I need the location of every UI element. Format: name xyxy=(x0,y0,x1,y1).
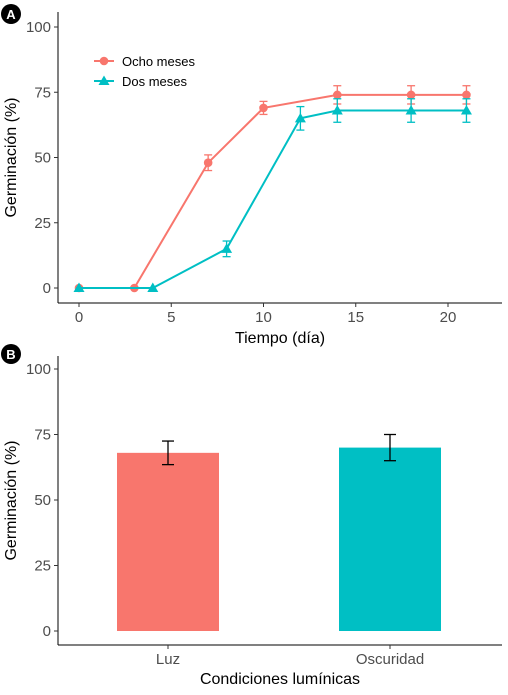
panel-a-point xyxy=(460,105,472,115)
panel-a-x-tick-label: 10 xyxy=(255,309,272,326)
panel-b-y-tick-label: 0 xyxy=(43,623,51,640)
legend-item-1: Ocho meses xyxy=(94,54,195,69)
legend-label: Ocho meses xyxy=(122,54,195,69)
panel-a: A 0 25 50 75 100 0 5 10 15 20 Ocho meses Dos mese… xyxy=(1,4,502,347)
panel-a-legend: Ocho meses Dos meses xyxy=(94,54,195,89)
panel-a-point xyxy=(73,282,85,292)
panel-a-series xyxy=(73,85,472,293)
panel-b-x-ticks: Luz Oscuridad xyxy=(156,645,424,668)
panel-b: B 0 25 50 75 100 Luz Oscuridad Condiciones lu… xyxy=(1,344,502,688)
legend-label: Dos meses xyxy=(122,74,188,89)
panel-a-point xyxy=(147,282,159,292)
panel-a-x-ticks: 0 5 10 15 20 xyxy=(75,303,457,326)
panel-a-series-line xyxy=(79,109,467,289)
panel-b-y-tick-label: 25 xyxy=(34,558,51,575)
panel-b-bar xyxy=(339,447,441,631)
legend-item-2: Dos meses xyxy=(94,74,188,89)
panel-b-badge xyxy=(1,344,21,364)
panel-b-x-tick-label: Oscuridad xyxy=(356,651,424,668)
panel-a-point xyxy=(221,243,233,253)
panel-a-y-ticks: 0 25 50 75 100 xyxy=(26,19,58,297)
panel-a-point xyxy=(203,158,213,168)
panel-b-y-tick-label: 75 xyxy=(34,427,51,444)
panel-a-x-tick-label: 0 xyxy=(75,309,83,326)
panel-a-letter: A xyxy=(6,7,16,22)
panel-a-point xyxy=(331,105,343,115)
legend-key-marker xyxy=(98,75,110,85)
panel-a-y-tick-label: 50 xyxy=(34,150,51,167)
panel-a-series-2 xyxy=(73,98,472,292)
panel-b-y-axis-title: Germinación (%) xyxy=(3,440,20,560)
panel-a-x-tick-label: 5 xyxy=(167,309,175,326)
panel-a-x-axis-title: Tiempo (día) xyxy=(235,330,325,347)
panel-b-y-ticks: 0 25 50 75 100 xyxy=(26,361,58,640)
panel-a-point xyxy=(405,105,417,115)
panel-a-y-axis-title: Germinación (%) xyxy=(3,97,20,217)
panel-b-x-tick-label: Luz xyxy=(156,651,180,668)
panel-a-point xyxy=(294,112,306,123)
panel-a-x-tick-label: 20 xyxy=(440,309,457,326)
panel-a-y-tick-label: 75 xyxy=(34,84,51,101)
panel-a-badge xyxy=(1,4,21,24)
panel-b-x-axis-title: Condiciones lumínicas xyxy=(200,671,360,688)
panel-a-point xyxy=(259,103,268,113)
panel-a-series-line xyxy=(79,93,467,289)
panel-b-bar-1 xyxy=(117,440,219,631)
panel-b-bar-2 xyxy=(339,433,441,631)
panel-a-point xyxy=(406,90,416,100)
panel-a-point xyxy=(462,90,471,100)
panel-b-y-tick-label: 100 xyxy=(26,361,51,378)
panel-b-bars xyxy=(117,433,441,631)
panel-a-y-tick-label: 0 xyxy=(43,280,51,297)
panel-b-letter: B xyxy=(6,347,15,362)
panel-a-point xyxy=(333,90,342,100)
panel-b-y-tick-label: 50 xyxy=(34,492,51,509)
legend-key-marker xyxy=(99,56,109,66)
panel-a-y-tick-label: 25 xyxy=(34,215,51,232)
panel-a-y-tick-label: 100 xyxy=(26,19,51,36)
panel-a-x-tick-label: 15 xyxy=(347,309,364,326)
panel-b-bar xyxy=(117,452,219,631)
